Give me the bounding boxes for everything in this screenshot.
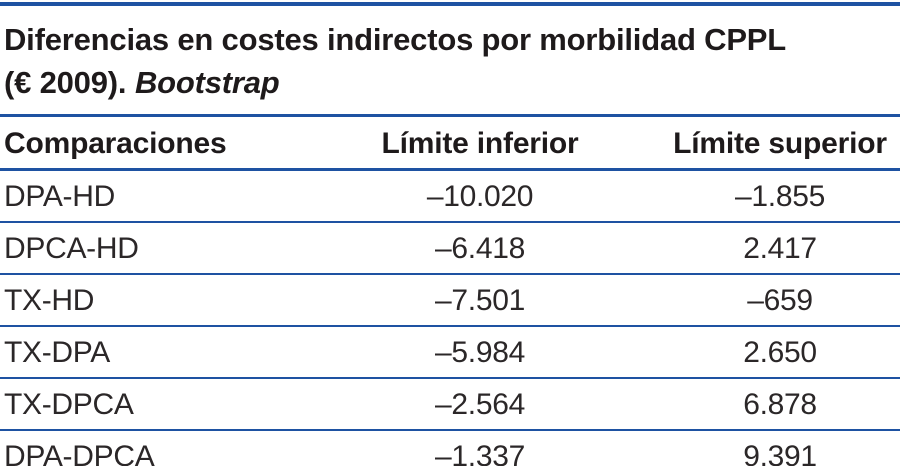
header-row: Comparaciones Límite inferior Límite sup… (0, 117, 900, 171)
cell-limite-inferior: –5.984 (300, 326, 660, 379)
cell-limite-superior: –1.855 (660, 169, 900, 223)
cell-limite-superior: –659 (660, 274, 900, 327)
table-title-line1: Diferencias en costes indirectos por mor… (4, 22, 787, 57)
cell-comparacion: TX-DPA (0, 326, 300, 379)
results-table: Comparaciones Límite inferior Límite sup… (0, 117, 900, 466)
table-row: DPCA-HD –6.418 2.417 (0, 222, 900, 275)
column-header-comparaciones: Comparaciones (0, 117, 300, 171)
column-header-limite-superior: Límite superior (660, 117, 900, 171)
cell-limite-inferior: –2.564 (300, 378, 660, 431)
title-divider-rule (0, 114, 900, 117)
cell-comparacion: DPA-DPCA (0, 430, 300, 466)
table-title: Diferencias en costes indirectos por mor… (0, 6, 900, 114)
cell-comparacion: TX-DPCA (0, 378, 300, 431)
column-header-limite-inferior: Límite inferior (300, 117, 660, 171)
cell-limite-inferior: –10.020 (300, 169, 660, 223)
table-title-year: (€ 2009). (4, 65, 127, 100)
cell-limite-inferior: –6.418 (300, 222, 660, 275)
table-row: DPA-DPCA –1.337 9.391 (0, 430, 900, 466)
table-title-bootstrap: Bootstrap (134, 65, 280, 100)
cell-limite-superior: 6.878 (660, 378, 900, 431)
table-row: TX-DPA –5.984 2.650 (0, 326, 900, 379)
table-title-line2: (€ 2009). Bootstrap (4, 61, 896, 104)
cell-comparacion: TX-HD (0, 274, 300, 327)
table-row: TX-DPCA –2.564 6.878 (0, 378, 900, 431)
cell-limite-inferior: –1.337 (300, 430, 660, 466)
cell-limite-superior: 9.391 (660, 430, 900, 466)
table-row: DPA-HD –10.020 –1.855 (0, 169, 900, 223)
table-row: TX-HD –7.501 –659 (0, 274, 900, 327)
top-rule (0, 2, 900, 6)
cell-comparacion: DPCA-HD (0, 222, 300, 275)
cell-limite-superior: 2.417 (660, 222, 900, 275)
cell-comparacion: DPA-HD (0, 169, 300, 223)
cell-limite-inferior: –7.501 (300, 274, 660, 327)
cell-limite-superior: 2.650 (660, 326, 900, 379)
